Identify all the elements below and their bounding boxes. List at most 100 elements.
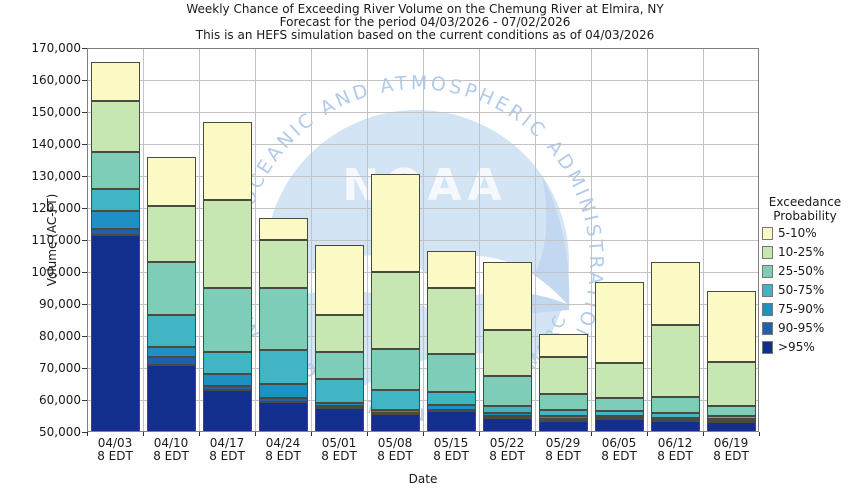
x-tick-time: 8 EDT bbox=[377, 449, 413, 463]
bar-segment-5-10%-04/03 bbox=[90, 62, 140, 101]
bar-segment-25-50%-05/08 bbox=[370, 348, 420, 391]
x-tick-date: 05/15 bbox=[433, 436, 469, 450]
bar-segment-50-75%-05/15 bbox=[426, 392, 476, 405]
bar-segment-5-10%-04/17 bbox=[202, 121, 252, 200]
x-tick-date: 04/24 bbox=[265, 436, 301, 450]
bar-segment-75-90%-05/08 bbox=[370, 409, 420, 413]
x-tick-date: 05/29 bbox=[545, 436, 581, 450]
bar-segment-10-25%-05/08 bbox=[370, 272, 420, 349]
bar-segment-90-95%-06/19 bbox=[706, 420, 756, 423]
chart-title-line-1: Weekly Chance of Exceeding River Volume … bbox=[186, 2, 664, 16]
bar-segment-25-50%-06/19 bbox=[706, 406, 756, 416]
bar-segment-25-50%-06/12 bbox=[650, 396, 700, 413]
noaa-logo-sail-shape bbox=[499, 176, 570, 316]
bar-segment-25-50%-05/01 bbox=[314, 352, 364, 380]
bar-segment-50-75%-04/10 bbox=[146, 315, 196, 348]
x-tick-label: 05/22 8 EDT bbox=[479, 437, 535, 463]
x-tick-mark bbox=[758, 432, 760, 436]
legend-swatch bbox=[762, 303, 773, 316]
bar-segment-5-10%-06/12 bbox=[650, 262, 700, 325]
bar-segment-90-95%-06/12 bbox=[650, 419, 700, 422]
x-tick-time: 8 EDT bbox=[601, 449, 637, 463]
bar-segment-25-50%-04/17 bbox=[202, 288, 252, 352]
bar-segment-50-75%-06/05 bbox=[594, 411, 644, 416]
bar-segment-75-90%-04/03 bbox=[90, 211, 140, 229]
gridline-v bbox=[534, 48, 536, 432]
gridline-v bbox=[422, 48, 424, 432]
bar-segment-75-90%-06/12 bbox=[650, 417, 700, 420]
bar-segment->95%-04/24 bbox=[258, 401, 308, 432]
bar-segment-25-50%-04/03 bbox=[90, 152, 140, 189]
noaa-center-text: NOAA bbox=[342, 160, 507, 211]
legend-label: 5-10% bbox=[778, 226, 817, 240]
y-tick-label: 110,000 bbox=[31, 233, 81, 247]
bar-segment-10-25%-04/10 bbox=[146, 206, 196, 263]
plot-area: NOAA NATIONAL OCEANIC AND ATMOSPHERIC AD… bbox=[87, 48, 759, 432]
legend-swatch bbox=[762, 284, 773, 297]
bar-segment-75-90%-06/19 bbox=[706, 419, 756, 422]
x-tick-date: 05/01 bbox=[321, 436, 357, 450]
bar-segment-90-95%-04/03 bbox=[90, 228, 140, 236]
bar-segment->95%-05/22 bbox=[482, 417, 532, 432]
x-tick-mark bbox=[422, 432, 424, 436]
bar-segment-50-75%-05/01 bbox=[314, 379, 364, 404]
x-tick-time: 8 EDT bbox=[545, 449, 581, 463]
bar-segment-5-10%-06/19 bbox=[706, 291, 756, 362]
bar-segment-25-50%-05/29 bbox=[538, 393, 588, 410]
x-tick-date: 04/17 bbox=[209, 436, 245, 450]
bar-segment->95%-05/01 bbox=[314, 408, 364, 432]
x-tick-mark bbox=[646, 432, 648, 436]
bar-segment->95%-04/17 bbox=[202, 390, 252, 432]
legend-label: 50-75% bbox=[778, 283, 825, 297]
x-tick-time: 8 EDT bbox=[97, 449, 133, 463]
x-tick-label: 06/12 8 EDT bbox=[647, 437, 703, 463]
x-tick-label: 04/03 8 EDT bbox=[87, 437, 143, 463]
y-tick-mark bbox=[82, 367, 87, 369]
bar-segment-90-95%-05/29 bbox=[538, 419, 588, 422]
bar-segment->95%-05/08 bbox=[370, 414, 420, 432]
bar-segment->95%-05/15 bbox=[426, 411, 476, 432]
x-tick-time: 8 EDT bbox=[153, 449, 189, 463]
bar-segment-75-90%-05/01 bbox=[314, 403, 364, 407]
x-tick-mark bbox=[310, 432, 312, 436]
bar-segment-5-10%-04/24 bbox=[258, 217, 308, 240]
bar-segment-75-90%-04/17 bbox=[202, 374, 252, 386]
x-tick-mark bbox=[366, 432, 368, 436]
y-tick-mark bbox=[82, 335, 87, 337]
bar-segment-75-90%-04/10 bbox=[146, 347, 196, 357]
x-tick-mark bbox=[534, 432, 536, 436]
bar-segment-5-10%-05/22 bbox=[482, 262, 532, 330]
x-tick-mark bbox=[254, 432, 256, 436]
bar-segment-75-90%-06/05 bbox=[594, 416, 644, 418]
legend-entries: 5-10% 10-25% 25-50% 50-75% 75-90% 90-95% >95% bbox=[760, 223, 850, 360]
x-tick-label: 05/08 8 EDT bbox=[367, 437, 423, 463]
bar-segment-5-10%-04/10 bbox=[146, 156, 196, 207]
bar-segment-10-25%-04/24 bbox=[258, 240, 308, 288]
bar-segment-5-10%-05/29 bbox=[538, 334, 588, 357]
bar-segment-25-50%-05/15 bbox=[426, 353, 476, 392]
legend-swatch bbox=[762, 265, 773, 278]
y-tick-mark bbox=[82, 207, 87, 209]
gridline-v bbox=[702, 48, 704, 432]
bar-segment-25-50%-06/05 bbox=[594, 398, 644, 412]
y-tick-label: 170,000 bbox=[31, 41, 81, 55]
y-tick-label: 100,000 bbox=[31, 265, 81, 279]
y-tick-mark bbox=[82, 271, 87, 273]
gridline-v bbox=[198, 48, 200, 432]
x-tick-date: 06/05 bbox=[601, 436, 637, 450]
bar-segment-90-95%-05/22 bbox=[482, 416, 532, 418]
y-tick-mark bbox=[82, 399, 87, 401]
x-tick-label: 05/01 8 EDT bbox=[311, 437, 367, 463]
bar-segment->95%-04/10 bbox=[146, 364, 196, 432]
x-tick-time: 8 EDT bbox=[657, 449, 693, 463]
x-tick-time: 8 EDT bbox=[489, 449, 525, 463]
bar-segment-25-50%-04/24 bbox=[258, 288, 308, 351]
bar-segment-50-75%-04/03 bbox=[90, 188, 140, 212]
y-tick-label: 50,000 bbox=[39, 425, 81, 439]
legend-label: 10-25% bbox=[778, 245, 825, 259]
x-tick-mark bbox=[590, 432, 592, 436]
bar-segment-50-75%-05/22 bbox=[482, 406, 532, 413]
x-tick-mark bbox=[702, 432, 704, 436]
legend-label: 75-90% bbox=[778, 302, 825, 316]
